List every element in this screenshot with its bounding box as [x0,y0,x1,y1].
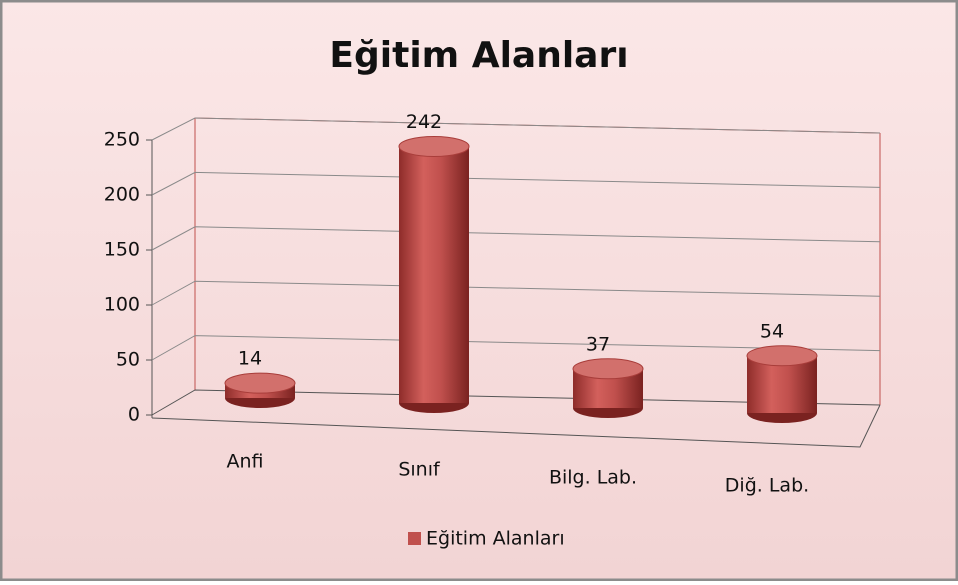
x-tick-label: Anfi [226,451,263,473]
x-tick-label: Diğ. Lab. [725,475,809,497]
legend-swatch [408,532,421,545]
y-tick-label: 50 [116,349,140,371]
bar-top [224,372,296,394]
data-label: 37 [586,333,610,355]
y-tick-label: 100 [104,294,140,316]
grid-line [151,117,881,141]
data-label: 242 [406,111,442,133]
y-tick-label: 150 [104,239,140,261]
y-tick-label: 200 [104,184,140,206]
data-label: 54 [760,320,784,342]
x-tick-label: Sınıf [398,459,441,481]
bar-top [746,345,818,367]
bar-top [572,358,644,380]
x-tick-label: Bilg. Lab. [549,467,637,489]
legend-label: Eğitim Alanları [426,528,565,550]
grid-line [151,226,881,251]
floor-edge [151,404,881,448]
y-tick-label: 250 [104,129,140,151]
grid-line [151,335,881,361]
chart-title: Eğitim Alanları [329,35,628,76]
grid-line [151,171,881,196]
grid-line [151,389,881,416]
bar [399,146,469,404]
data-label: 14 [238,348,262,370]
y-tick-label: 0 [128,404,140,426]
grid-line [151,280,881,306]
bar-top [398,135,470,157]
